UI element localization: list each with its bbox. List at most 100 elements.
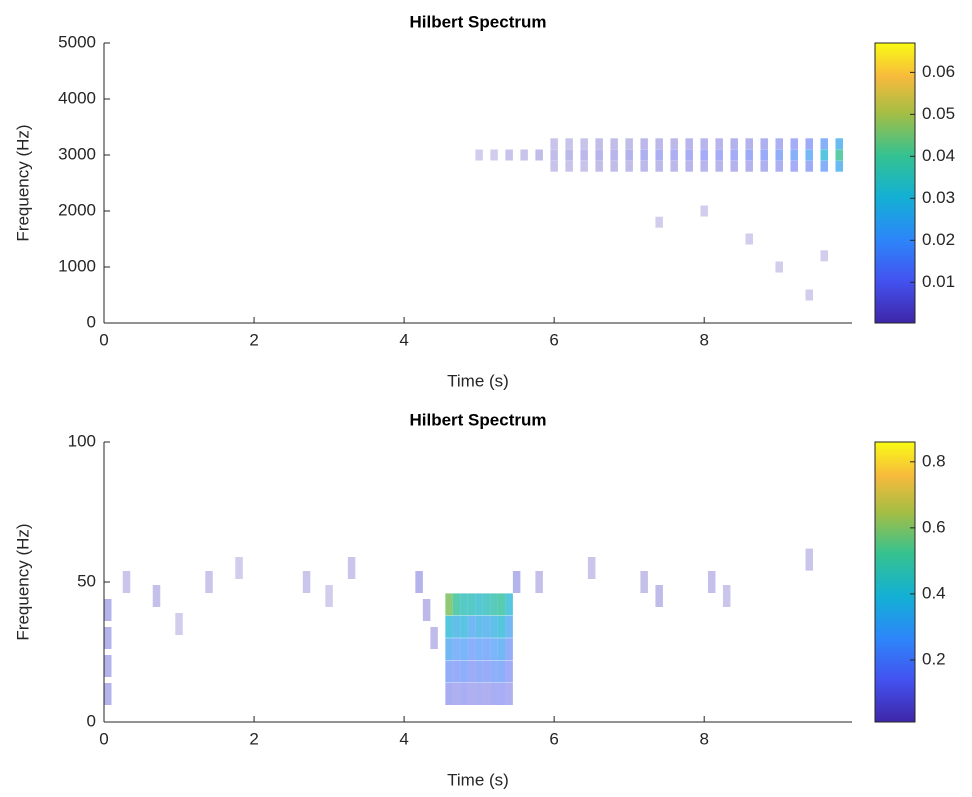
spectrum-cell [685,149,693,161]
spectrum-cell [745,149,753,161]
spectrum-cell [745,233,753,245]
spectrum-cell [467,683,476,705]
spectrum-cell [610,149,618,161]
spectrum-cell [625,149,633,161]
spectrum-cell [610,160,618,172]
spectrum-cell [445,615,453,638]
spectrum-cell [475,593,483,616]
spectrum-cell [490,638,498,661]
spectrum-cell [805,289,813,301]
spectrum-cell [490,593,498,616]
spectrum-cell [820,250,828,262]
spectrum-cell [490,615,498,638]
x-tick-label: 4 [399,729,408,748]
spectrum-cell [820,160,828,172]
spectrum-cell [490,683,498,705]
spectrum-cell [347,557,356,579]
x-tick-label: 8 [699,330,708,349]
spectrum-cell [805,138,813,150]
spectrum-cell [490,149,498,161]
spectrum-cell [565,138,573,150]
spectrum-cell [775,160,783,172]
spectrum-cell [104,683,112,705]
spectrum-cell [445,683,453,705]
spectrum-cell [104,599,112,621]
spectrum-cell [452,660,461,683]
y-axis-label: Frequency (Hz) [13,124,32,241]
spectrum-cell [655,216,663,228]
spectrum-cell [610,138,618,150]
spectrum-cell [460,683,468,705]
spectrum-cell [505,149,513,161]
colorbar [874,42,916,324]
spectrum-cell [505,660,513,683]
spectrum-cell [460,638,468,661]
x-axis-label: Time (s) [447,371,509,390]
spectrum-cell [302,571,311,593]
spectrum-cell [497,683,506,705]
spectrum-cell [580,149,588,161]
spectrum-cell [730,138,738,150]
spectrum-cell [452,683,461,705]
spectrum-cell [467,660,476,683]
spectrum-cell [595,160,603,172]
spectrum-cell [467,593,476,616]
spectrum-cell [775,261,783,273]
spectrum-cell [760,138,768,150]
spectrum-cell [445,638,453,661]
spectrum-cell [760,160,768,172]
spectrum-cell [745,138,753,150]
spectrum-cell [685,138,693,150]
spectrum-cell [482,593,491,616]
spectrum-cell [805,160,813,172]
spectrum-cell [152,585,161,607]
spectrum-cell [700,138,708,150]
spectrum-cell [730,160,738,172]
spectrum-cell [625,138,633,150]
spectrum-cell [235,557,243,579]
colorbar-tick-label: 0.04 [922,146,955,165]
colorbar-tick-label: 0.2 [922,649,946,668]
spectrum-cell [535,571,543,593]
colorbar-tick-label: 0.01 [922,272,955,291]
spectrum-cell [482,638,491,661]
spectrum-cell [445,660,453,683]
x-tick-label: 4 [399,330,408,349]
spectrum-cell [104,627,112,649]
colorbar-tick-label: 0.02 [922,230,955,249]
x-tick-label: 6 [549,330,558,349]
spectrum-cell [790,160,798,172]
spectrum-cell [325,585,333,607]
spectrum-cell [707,571,716,593]
spectrum-cell [700,160,708,172]
spectrum-cell [452,638,461,661]
spectrum-cell [670,160,678,172]
spectrum-cell [122,571,131,593]
x-tick-label: 0 [99,729,108,748]
colorbar-tick-label: 0.05 [922,104,955,123]
spectrum-cell [205,571,213,593]
spectrum-cell [655,160,663,172]
spectrum-cell [805,548,813,571]
spectrum-cell [175,613,183,635]
spectrum-cell [640,160,648,172]
spectrum-cell [655,138,663,150]
spectrum-cell [482,615,491,638]
spectrum-cell [497,615,506,638]
x-axis-label: Time (s) [447,770,509,789]
spectrum-cell [685,160,693,172]
spectrum-cell [760,149,768,161]
colorbar-tick-label: 0.8 [922,451,946,470]
x-tick-label: 2 [249,729,258,748]
spectrum-cell [625,160,633,172]
spectrum-cell [550,160,558,172]
spectrum-cell [422,599,431,621]
spectrum-cell [460,615,468,638]
colorbar-tick-label: 0.6 [922,517,946,536]
spectrum-cell [580,160,588,172]
y-tick-label: 5000 [58,32,96,51]
spectrum-cell [482,660,491,683]
spectrum-cell [670,149,678,161]
spectrum-cell [467,638,476,661]
y-tick-label: 3000 [58,144,96,163]
